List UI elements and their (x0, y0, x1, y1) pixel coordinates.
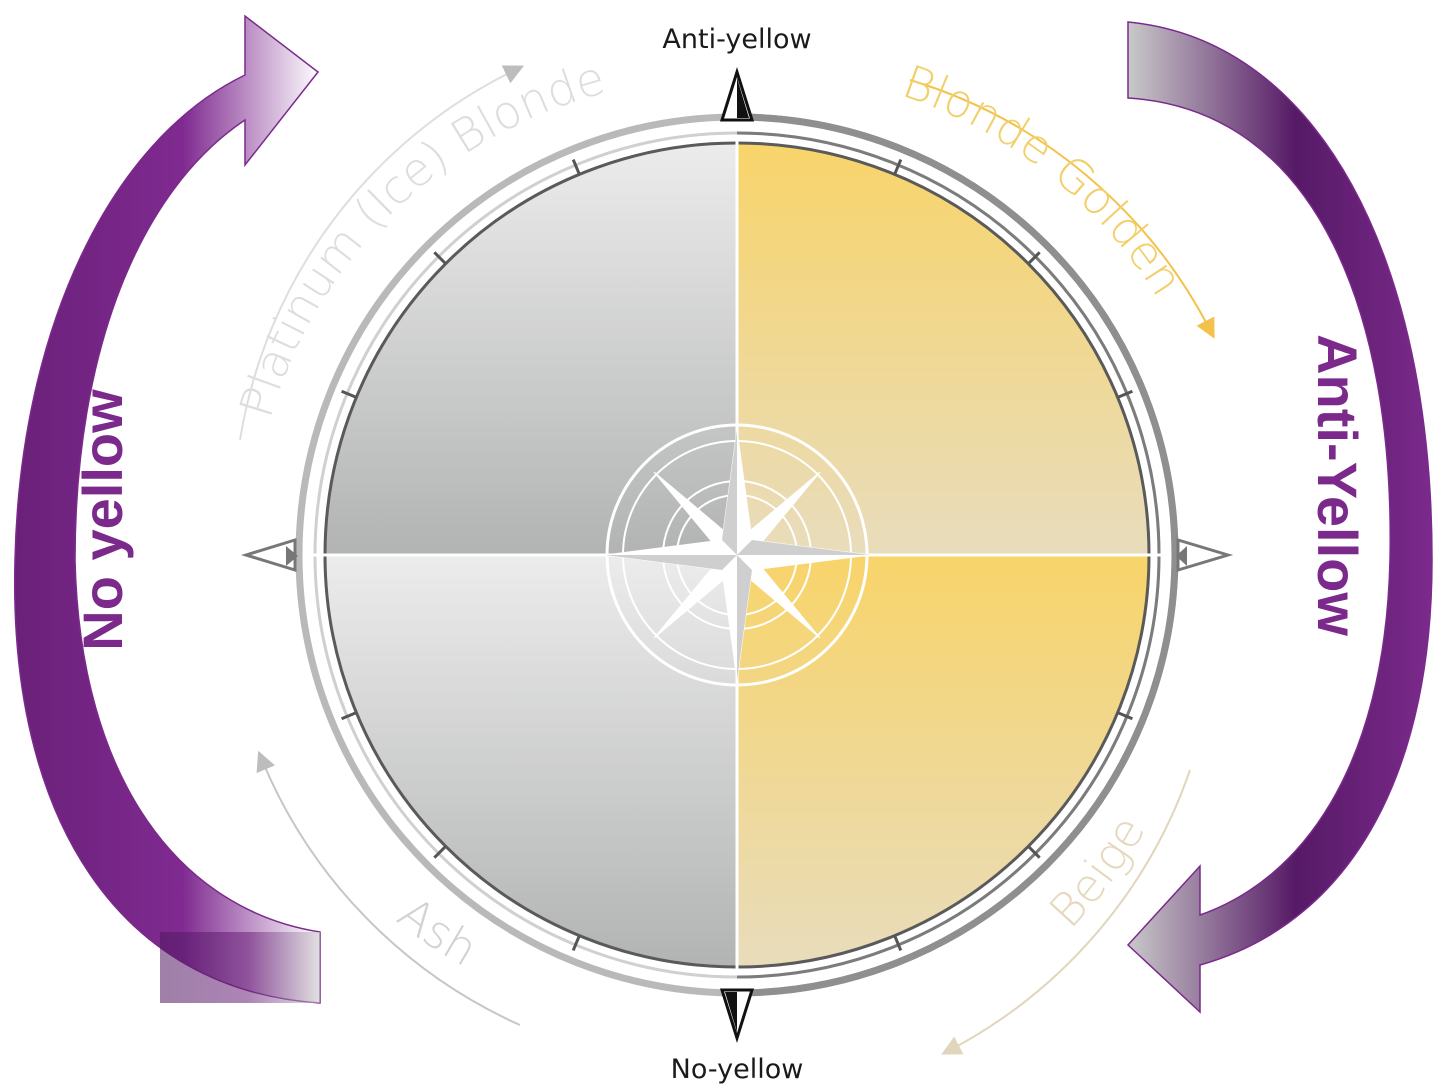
ring-tick (1027, 845, 1041, 859)
ring-tick (893, 935, 903, 951)
left-side-label: No yellow (71, 389, 134, 651)
left-curved-arrow (13, 14, 321, 1004)
compass-top-label: Anti-yellow (662, 24, 811, 55)
ash-direction-arrow (256, 750, 521, 1026)
ring-tick (433, 845, 447, 859)
ring-tick (341, 389, 357, 399)
right-curved-arrow (1126, 21, 1433, 1014)
ring-tick (341, 711, 357, 721)
south-pointer (719, 988, 755, 1044)
ring-tick (893, 159, 903, 175)
quadrant-golden (737, 143, 1149, 555)
compass-bottom-label: No-yellow (671, 1054, 804, 1085)
ring-ticks (341, 159, 1133, 951)
ring-tick (571, 159, 581, 175)
ring-tick (433, 251, 447, 265)
ring-tick (571, 935, 581, 951)
east-pointer (1176, 537, 1234, 573)
quadrant-ash (325, 555, 737, 967)
ring-tick (1117, 711, 1133, 721)
north-pointer (719, 66, 755, 122)
west-pointer (240, 537, 298, 573)
golden-direction-arrow (909, 79, 1215, 339)
beige-arc-label: Beige (1039, 807, 1156, 938)
platinum-direction-arrow (239, 65, 524, 441)
right-side-label: Anti-Yellow (1306, 334, 1369, 636)
ring-tick (1027, 251, 1041, 265)
quadrant-beige (737, 555, 1149, 967)
quadrant-platinum (325, 143, 737, 555)
compass-rose-icon (604, 423, 871, 687)
beige-direction-arrow (941, 769, 1191, 1055)
ring-tick (1117, 389, 1133, 399)
